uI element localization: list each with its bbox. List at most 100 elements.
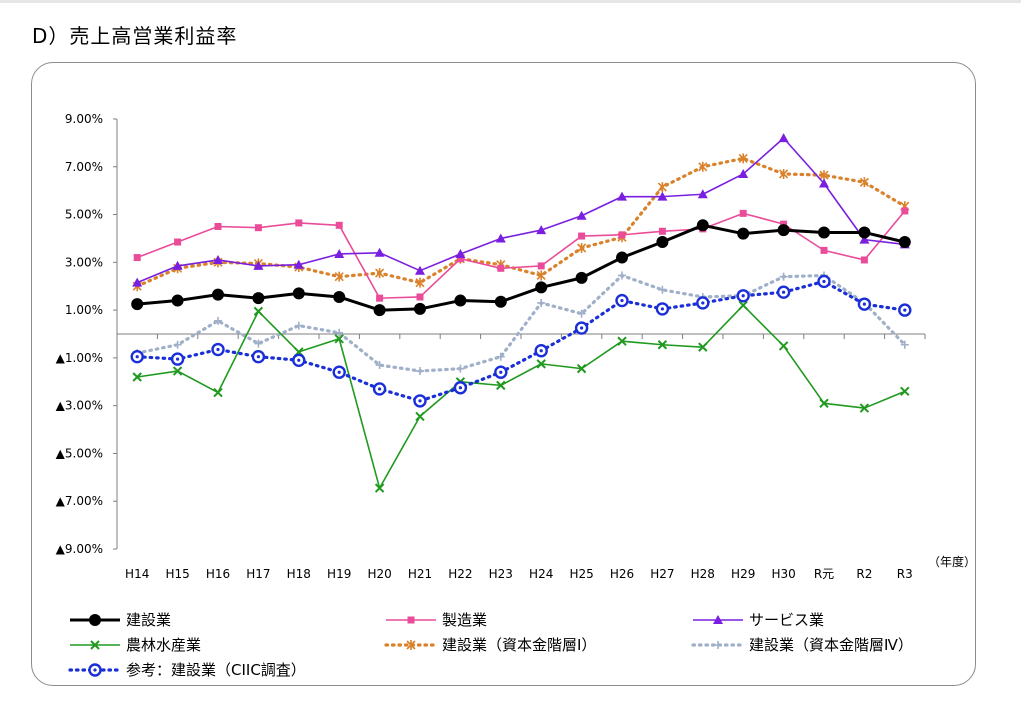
x-tick-label: H30	[771, 567, 795, 581]
data-point	[713, 615, 723, 624]
data-point	[536, 225, 547, 235]
data-point	[254, 339, 263, 348]
x-unit-label: （年度）	[928, 554, 976, 569]
data-point	[413, 394, 427, 408]
data-point	[293, 259, 304, 269]
data-point	[295, 219, 303, 227]
data-point	[778, 341, 789, 351]
data-point	[132, 277, 143, 287]
data-point	[406, 640, 416, 650]
data-point	[714, 641, 722, 649]
data-point	[130, 349, 144, 364]
series-line	[136, 137, 905, 284]
series-line	[135, 279, 907, 403]
data-point	[454, 294, 467, 307]
x-tick-label: R元	[814, 567, 834, 581]
data-point	[655, 302, 670, 316]
data-point	[577, 309, 586, 318]
data-point	[89, 614, 101, 626]
y-tick-label: 1.00%	[65, 303, 103, 317]
series-line	[135, 273, 907, 373]
legend-entry: 参考：建設業（CIIC調査）	[68, 661, 306, 679]
data-point	[174, 238, 182, 246]
legend-label: サービス業	[749, 611, 824, 629]
data-point	[776, 285, 791, 299]
data-point	[901, 207, 909, 215]
data-point	[739, 209, 747, 217]
series-line	[137, 304, 906, 489]
data-point	[737, 227, 750, 240]
data-point	[455, 248, 466, 258]
data-point	[415, 265, 425, 275]
legend-entry: 建設業（資本金階層Ⅳ）	[691, 636, 913, 654]
top-rule	[0, 0, 1021, 3]
data-point	[133, 254, 141, 262]
data-point	[497, 264, 505, 272]
data-point	[698, 342, 708, 352]
data-point	[857, 297, 872, 311]
data-point	[335, 221, 343, 229]
data-point	[777, 224, 790, 237]
data-point	[658, 285, 667, 294]
data-point	[415, 277, 425, 288]
data-point	[577, 243, 587, 253]
data-point	[818, 226, 830, 239]
y-tick-label: 9.00%	[65, 112, 103, 126]
series-4	[132, 153, 910, 292]
data-point	[332, 365, 346, 379]
data-point	[251, 349, 266, 364]
x-tick-label: H26	[610, 567, 634, 581]
data-point	[496, 352, 505, 361]
data-point	[858, 226, 871, 239]
data-point	[373, 304, 386, 317]
data-point	[536, 359, 546, 369]
y-tick-label: ▲3.00%	[56, 399, 103, 413]
data-point	[131, 298, 144, 311]
data-point	[898, 303, 912, 317]
data-point	[254, 224, 262, 232]
data-point	[375, 268, 385, 279]
data-point	[494, 295, 507, 308]
legend-entry: 製造業	[386, 611, 487, 629]
data-point	[415, 411, 425, 422]
data-point	[171, 294, 184, 307]
legend-entry: 建設業	[70, 611, 171, 629]
x-tick-label: H28	[691, 567, 715, 581]
data-point	[335, 328, 344, 337]
data-point	[696, 296, 710, 310]
axes: 9.00% 7.00% 5.00% 3.00% 1.00% ▲1.00% ▲3.00% ▲5.…	[56, 112, 976, 581]
series-line	[137, 223, 906, 312]
data-point	[820, 246, 828, 254]
data-point	[407, 616, 415, 624]
data-point	[817, 274, 831, 289]
data-point	[333, 290, 346, 303]
x-tick-label: H21	[408, 567, 432, 581]
series-6	[130, 274, 912, 408]
data-point	[574, 321, 589, 335]
data-point	[697, 189, 708, 199]
data-point	[90, 640, 100, 650]
y-tick-label: ▲7.00%	[56, 494, 103, 508]
data-point	[170, 352, 185, 366]
x-tick-label: H27	[650, 567, 674, 581]
data-point	[536, 270, 546, 281]
data-point	[376, 294, 384, 302]
data-point	[900, 340, 909, 349]
data-point	[374, 247, 385, 257]
data-point	[738, 300, 748, 311]
series-1	[133, 207, 909, 302]
legend-entry: 建設業（資本金階層Ⅰ）	[384, 636, 596, 654]
data-point	[898, 236, 911, 249]
data-point	[615, 293, 629, 308]
data-point	[214, 223, 222, 230]
data-point	[657, 191, 668, 201]
data-point	[534, 344, 548, 358]
x-tick-label: R2	[856, 567, 872, 581]
data-point	[211, 342, 225, 357]
data-point	[172, 260, 183, 270]
y-tick-label: ▲9.00%	[56, 542, 103, 556]
legend-label: 建設業（資本金階層Ⅰ）	[442, 636, 596, 654]
data-point	[819, 178, 829, 188]
series-lines	[130, 133, 912, 493]
data-point	[535, 281, 548, 294]
